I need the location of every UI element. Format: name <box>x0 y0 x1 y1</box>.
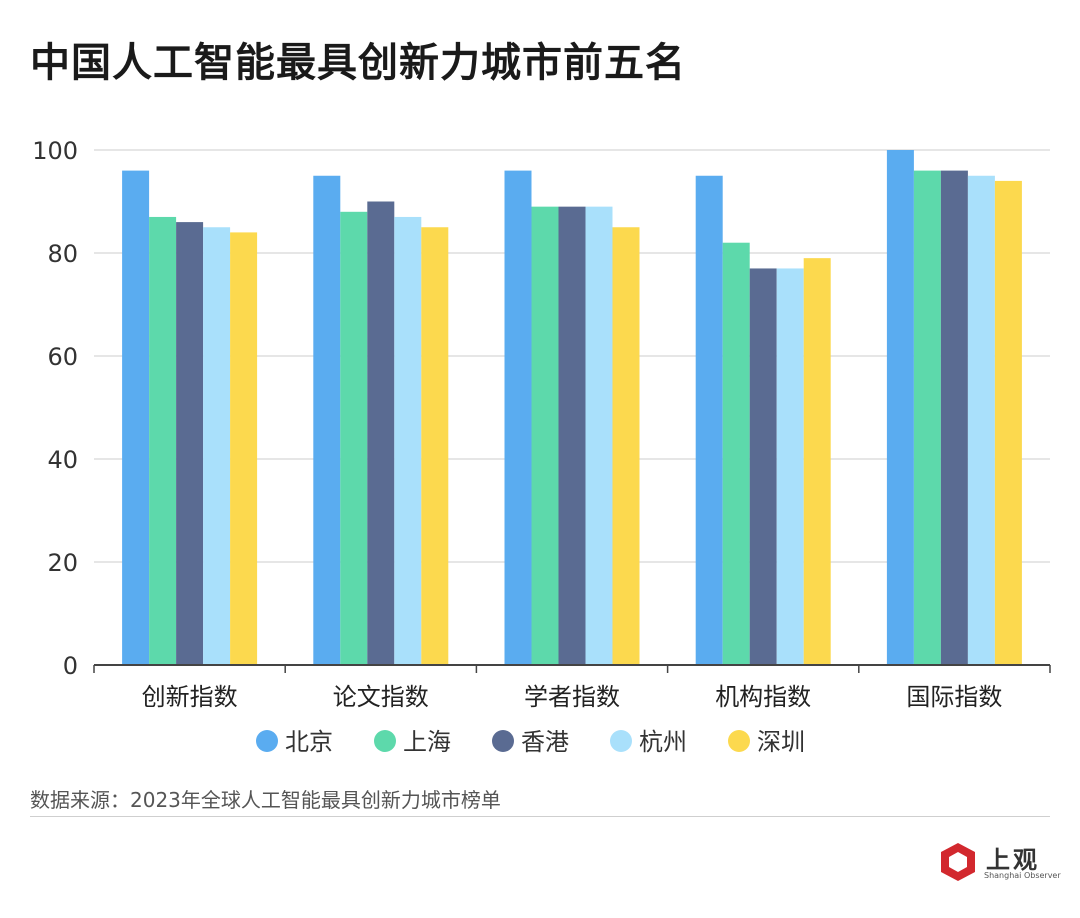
legend-swatch <box>610 730 632 752</box>
bar <box>558 206 586 665</box>
y-tick-label: 20 <box>47 549 78 577</box>
legend-swatch <box>374 730 396 752</box>
x-tick-label: 论文指数 <box>333 683 429 711</box>
x-tick-label: 学者指数 <box>524 683 620 711</box>
y-tick-label: 100 <box>32 137 78 165</box>
bar <box>695 175 723 665</box>
logo-mark-icon <box>941 843 975 881</box>
legend-label: 深圳 <box>757 728 805 756</box>
logo-text-cn: 上观 <box>986 846 1040 874</box>
y-tick-label: 40 <box>47 446 78 474</box>
chart-title: 中国人工智能最具创新力城市前五名 <box>30 40 686 86</box>
bar <box>149 216 177 665</box>
bar <box>994 180 1022 665</box>
bar <box>803 258 831 665</box>
bar <box>967 175 995 665</box>
data-source-note: 数据来源：2023年全球人工智能最具创新力城市榜单 <box>30 788 501 812</box>
x-tick-label: 国际指数 <box>906 683 1002 711</box>
bar <box>504 170 532 665</box>
legend-label: 香港 <box>521 728 569 756</box>
bar <box>722 242 750 665</box>
bar <box>612 227 640 665</box>
bar <box>230 232 258 665</box>
bar <box>749 268 777 665</box>
y-tick-label: 0 <box>63 652 78 680</box>
legend-label: 上海 <box>403 728 451 756</box>
legend-swatch <box>728 730 750 752</box>
bar <box>313 175 341 665</box>
legend-swatch <box>256 730 278 752</box>
bar <box>585 206 613 665</box>
bar <box>421 227 449 665</box>
shanghai-observer-logo: 上观 Shanghai Observer <box>938 840 1061 890</box>
x-tick-label: 创新指数 <box>142 683 238 711</box>
bar <box>176 222 204 665</box>
y-tick-label: 80 <box>47 240 78 268</box>
bar <box>913 170 941 665</box>
bar <box>531 206 559 665</box>
bar <box>340 211 368 666</box>
bar <box>367 201 395 665</box>
logo-text-en: Shanghai Observer <box>984 871 1061 880</box>
x-tick-label: 机构指数 <box>715 683 811 711</box>
bar <box>940 170 968 665</box>
bar <box>203 227 231 665</box>
footer-divider <box>30 816 1050 817</box>
bar <box>394 216 422 665</box>
legend-label: 杭州 <box>639 728 687 756</box>
legend-label: 北京 <box>285 728 333 756</box>
bar <box>776 268 804 665</box>
bar <box>122 170 150 665</box>
y-tick-label: 60 <box>47 343 78 371</box>
legend-swatch <box>492 730 514 752</box>
bar <box>886 150 914 665</box>
